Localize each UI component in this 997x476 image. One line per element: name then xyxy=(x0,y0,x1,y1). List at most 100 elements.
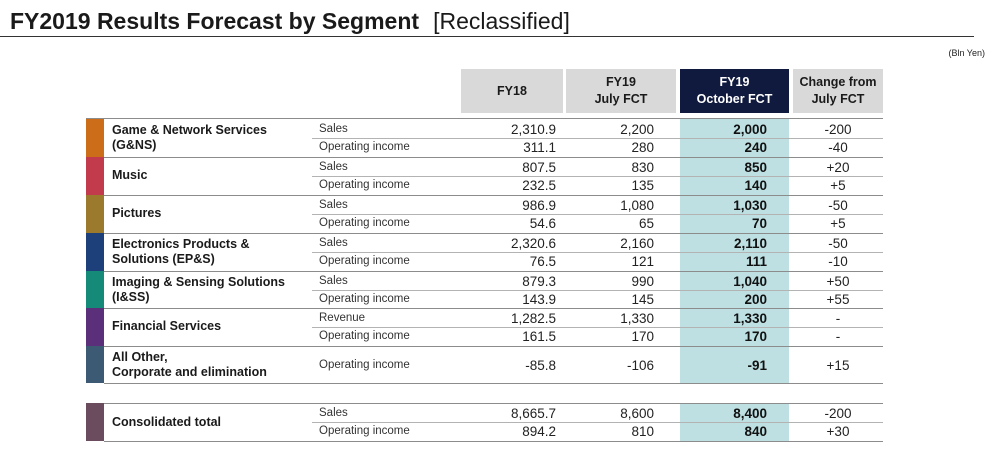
cell-chg: +55 xyxy=(826,292,850,307)
segment-name-line1: Electronics Products & xyxy=(112,237,250,251)
segment-divider xyxy=(104,346,883,347)
segment-name-line1: All Other, xyxy=(112,350,168,364)
table-top-rule xyxy=(86,118,883,119)
cell-fy18: 311.1 xyxy=(523,140,556,155)
cell-chg: +5 xyxy=(830,178,846,193)
cell-oct: 140 xyxy=(744,178,767,193)
segment-color-bar xyxy=(86,119,104,157)
cell-july: 121 xyxy=(631,254,654,269)
segment-name-line1: Pictures xyxy=(112,206,162,220)
cell-chg: +20 xyxy=(826,160,850,175)
cell-july: 135 xyxy=(631,178,654,193)
cell-fy18: 143.9 xyxy=(522,292,556,307)
row-divider xyxy=(312,290,883,291)
cell-july: 830 xyxy=(631,160,654,175)
row-label: Operating income xyxy=(319,217,410,229)
cell-chg: -200 xyxy=(824,122,852,137)
cell-fy18: 1,282.5 xyxy=(510,311,556,326)
cell-oct: -91 xyxy=(747,358,767,373)
cell-chg: -200 xyxy=(824,406,852,421)
cell-july: 810 xyxy=(631,424,654,439)
cell-fy18: 161.5 xyxy=(522,329,556,344)
segment-name-line1: Game & Network Services xyxy=(112,123,267,137)
cell-july: 2,160 xyxy=(620,236,654,251)
row-label: Operating income xyxy=(319,141,410,153)
segment-name: Pictures xyxy=(112,206,312,221)
row-label: Operating income xyxy=(319,255,410,267)
segment-name: Imaging & Sensing Solutions (I&SS) xyxy=(112,275,312,305)
row-divider xyxy=(312,327,883,328)
segment-color-bar xyxy=(86,346,104,383)
row-label: Sales xyxy=(319,275,348,287)
row-divider xyxy=(312,138,883,139)
segment-name-line2: (G&NS) xyxy=(112,138,157,152)
header-fy19-july: FY19 July FCT xyxy=(566,69,676,113)
page-title: FY2019 Results Forecast by Segment [Recla… xyxy=(10,8,570,35)
cell-chg: +30 xyxy=(826,424,850,439)
segment-divider xyxy=(104,233,883,234)
cell-oct: 8,400 xyxy=(733,406,767,421)
cell-chg: - xyxy=(835,329,841,344)
cell-july: 990 xyxy=(631,274,654,289)
segment-name: All Other, Corporate and elimination xyxy=(112,350,312,380)
cell-oct: 111 xyxy=(745,254,767,269)
cell-fy18: 76.5 xyxy=(529,254,556,269)
cell-july: 145 xyxy=(631,292,654,307)
row-label: Sales xyxy=(319,199,348,211)
segment-color-bar xyxy=(86,195,104,233)
row-divider xyxy=(312,422,883,423)
segment-divider xyxy=(104,383,883,384)
cell-oct: 850 xyxy=(744,160,767,175)
segment-name-line2: Corporate and elimination xyxy=(112,365,267,379)
cell-fy18: 807.5 xyxy=(522,160,556,175)
cell-chg: - xyxy=(835,311,841,326)
title-main: FY2019 Results Forecast by Segment xyxy=(10,8,420,34)
cell-oct: 240 xyxy=(744,140,767,155)
cell-fy18: 986.9 xyxy=(522,198,556,213)
cell-fy18: 879.3 xyxy=(522,274,556,289)
row-label: Operating income xyxy=(319,359,410,371)
cell-chg: -50 xyxy=(828,198,848,213)
segment-divider xyxy=(104,308,883,309)
cell-chg: +5 xyxy=(830,216,846,231)
segment-divider xyxy=(104,271,883,272)
cell-oct: 2,000 xyxy=(733,122,767,137)
segment-divider xyxy=(104,195,883,196)
cell-chg: -50 xyxy=(828,236,848,251)
title-sub: [Reclassified] xyxy=(433,8,570,34)
header-fy18: FY18 xyxy=(461,69,563,113)
segment-color-bar xyxy=(86,157,104,195)
cell-july: 1,080 xyxy=(620,198,654,213)
row-label: Operating income xyxy=(319,330,410,342)
segment-name-line1: Imaging & Sensing Solutions xyxy=(112,275,285,289)
cell-fy18: 232.5 xyxy=(522,178,556,193)
row-divider xyxy=(312,252,883,253)
cell-fy18: 2,320.6 xyxy=(510,236,556,251)
title-underline xyxy=(0,36,974,37)
row-divider xyxy=(312,176,883,177)
cell-chg: +15 xyxy=(826,358,850,373)
cell-july: 170 xyxy=(631,329,654,344)
row-label: Operating income xyxy=(319,425,410,437)
cell-oct: 2,110 xyxy=(733,236,767,251)
segment-color-bar xyxy=(86,308,104,346)
cell-chg: +50 xyxy=(826,274,850,289)
cell-chg: -40 xyxy=(828,140,848,155)
cell-oct: 200 xyxy=(744,292,767,307)
segment-color-bar xyxy=(86,271,104,308)
row-label: Operating income xyxy=(319,179,410,191)
row-label: Operating income xyxy=(319,293,410,305)
segment-name-line1: Financial Services xyxy=(112,319,222,333)
cell-fy18: 8,665.7 xyxy=(510,406,556,421)
cell-july: -106 xyxy=(626,358,654,373)
october-highlight xyxy=(680,118,789,383)
cell-july: 65 xyxy=(638,216,654,231)
row-label: Sales xyxy=(319,161,348,173)
segment-color-bar xyxy=(86,403,104,441)
total-top-rule xyxy=(86,403,883,404)
segment-name-line2: (I&SS) xyxy=(112,290,150,304)
cell-oct: 170 xyxy=(744,329,767,344)
total-bottom-rule xyxy=(104,441,883,442)
unit-label: (Bln Yen) xyxy=(948,48,985,58)
header-fy19-october: FY19 October FCT xyxy=(680,69,789,113)
